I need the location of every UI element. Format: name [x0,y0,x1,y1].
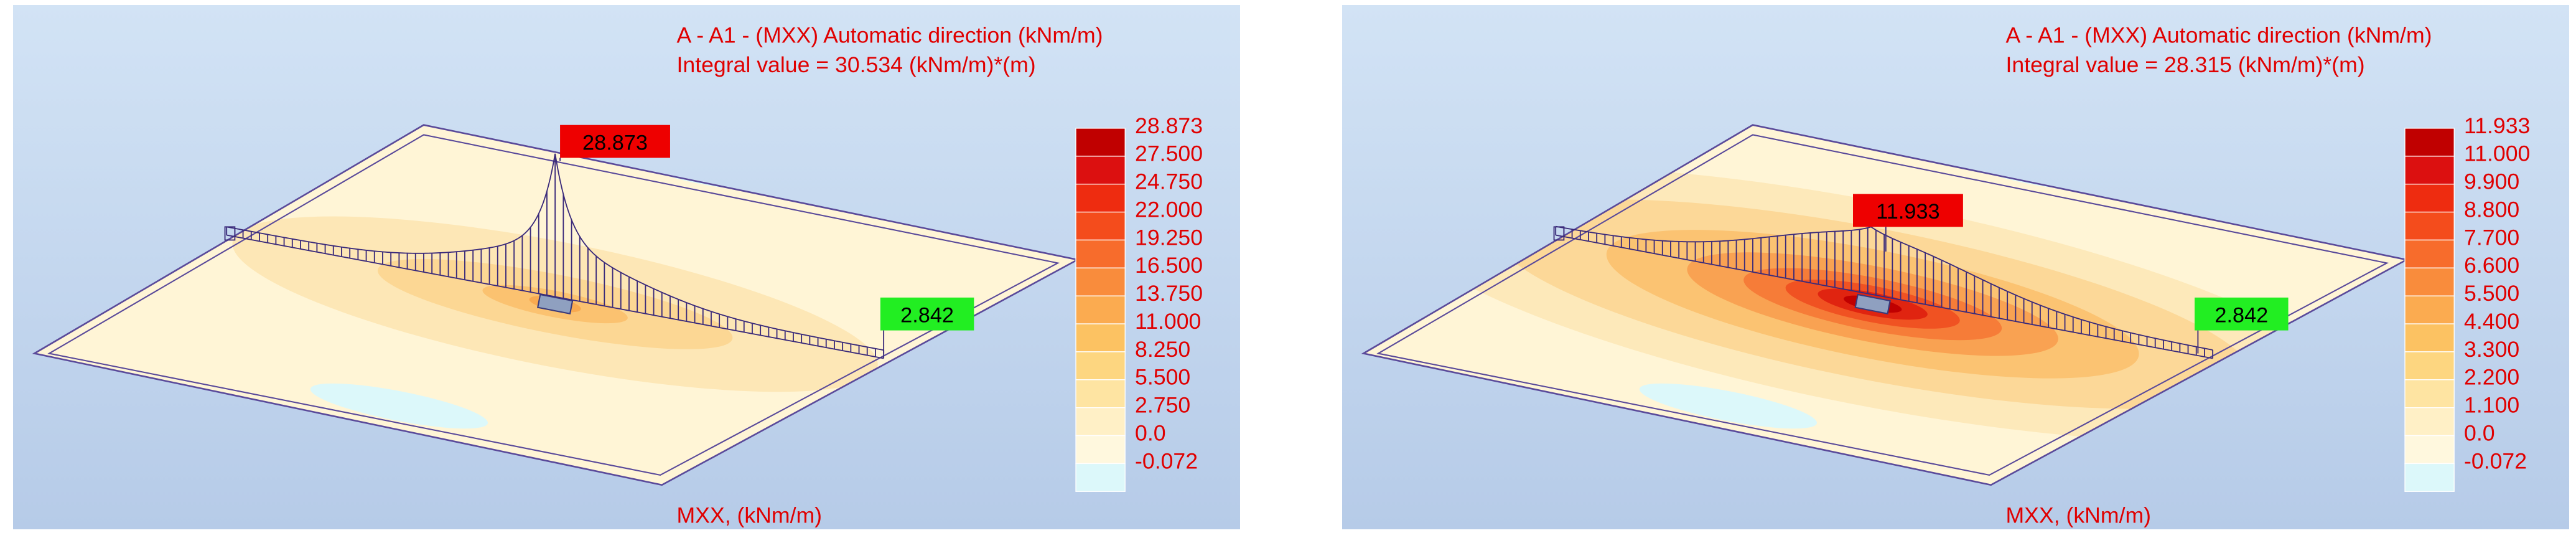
legend-label: 19.250 [1135,225,1203,250]
legend-label: 22.000 [1135,197,1203,222]
legend-swatch [2404,407,2455,437]
end-label: 2.842 [2214,303,2268,327]
legend-swatch [2404,211,2455,241]
legend-swatch [2404,323,2455,352]
max-label: 28.873 [582,131,648,154]
legend-swatch [1075,463,1126,492]
subtitle: Integral value = 30.534 (kNm/m)*(m) [677,52,1036,77]
max-box [1853,194,1963,227]
legend-label: 27.500 [1135,141,1203,166]
legend-label: 11.000 [1135,309,1201,334]
legend-label: 8.800 [2464,197,2519,222]
contour-cold [1639,383,1817,429]
legend-label: -0.072 [1135,448,1198,473]
legend-label: 11.000 [2464,141,2530,166]
legend-swatch [1075,379,1126,408]
legend-label: 1.100 [2464,393,2519,418]
legend-label: 0.0 [2464,420,2495,445]
legend-label: 3.300 [2464,337,2519,362]
cut-line [226,234,884,359]
end-box [2195,297,2289,331]
legend-label: -0.072 [2464,448,2527,473]
legend-swatch [2404,463,2455,492]
cut-line [1556,234,2213,359]
legend-swatch [2404,156,2455,185]
footer: MXX, (kNm/m) [677,503,823,527]
legend-label: 24.750 [1135,169,1203,194]
legend-swatch [2404,295,2455,324]
result-panel: 11.933 2.842 A - A1 - (MXX) Automatic dire… [1342,5,2569,529]
legend-label: 2.750 [1135,393,1190,418]
legend-label: 13.750 [1135,281,1203,306]
legend-label: 0.0 [1135,420,1166,445]
legend-swatch [2404,379,2455,408]
legend-label: 5.500 [2464,281,2519,306]
diagram-curve [1556,225,2213,351]
legend-swatch [1075,184,1126,213]
result-panel: 28.873 2.842 A - A1 - (MXX) Automatic dire… [13,5,1240,529]
legend-swatch [1075,351,1126,380]
legend-swatch [2404,267,2455,296]
diagram-curve [226,153,884,351]
legend-label: 6.600 [2464,253,2519,278]
legend-swatch [1075,156,1126,185]
legend-label: 4.400 [2464,309,2519,334]
max-label: 11.933 [1876,200,1939,224]
legend-label: 7.700 [2464,225,2519,250]
max-box [560,125,670,158]
legend-swatch [1075,295,1126,324]
legend-label: 2.200 [2464,365,2519,390]
moment-diagram [1553,225,2214,359]
legend-swatch [2404,435,2455,465]
legend-swatch [1075,211,1126,241]
contour-cold [310,383,488,429]
legend-swatch [1075,435,1126,465]
plate-edge-inner [47,134,1060,476]
subtitle: Integral value = 28.315 (kNm/m)*(m) [2006,52,2365,77]
legend-swatch [1075,128,1126,157]
legend-label: 11.933 [2464,113,2530,138]
footer: MXX, (kNm/m) [2006,503,2152,527]
legend-label: 8.250 [1135,337,1190,362]
legend-swatch [1075,267,1126,296]
column [536,293,574,315]
legend-label: 28.873 [1135,113,1203,138]
legend-swatch [1075,239,1126,268]
legend-swatch [1075,407,1126,437]
plate-edge-inner [1376,134,2389,476]
end-box [880,297,974,331]
legend-swatch [2404,239,2455,268]
title: A - A1 - (MXX) Automatic direction (kNm/… [2006,23,2432,48]
legend-label: 5.500 [1135,365,1190,390]
legend-swatch [2404,128,2455,157]
moment-diagram [224,153,885,359]
column [1854,293,1891,315]
cut-start [224,226,236,241]
legend-swatch [1075,323,1126,352]
legend-swatch [2404,184,2455,213]
cut-start [1553,226,1565,241]
title: A - A1 - (MXX) Automatic direction (kNm/… [677,23,1103,48]
legend-label: 9.900 [2464,169,2519,194]
end-label: 2.842 [900,303,954,327]
legend-label: 16.500 [1135,253,1203,278]
legend-swatch [2404,351,2455,380]
